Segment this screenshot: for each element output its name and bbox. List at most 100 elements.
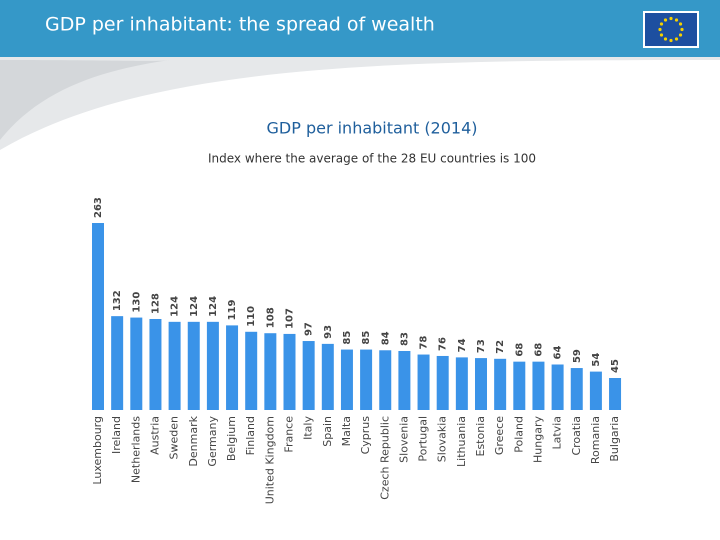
header-swoosh	[0, 57, 720, 150]
flag-star	[659, 22, 664, 26]
value-label: 83	[399, 332, 410, 346]
value-label: 263	[93, 197, 104, 218]
x-tick-label: Austria	[148, 416, 161, 455]
value-label: 119	[227, 299, 238, 320]
x-tick-label: United Kingdom	[263, 416, 276, 504]
value-label: 124	[189, 296, 200, 317]
value-label: 124	[208, 296, 219, 317]
value-label: 84	[380, 331, 391, 345]
value-label: 76	[438, 337, 449, 351]
bar	[92, 223, 104, 410]
x-tick-label: Hungary	[531, 416, 544, 463]
value-label: 54	[591, 353, 602, 367]
bar	[187, 321, 200, 410]
flag-star	[678, 33, 683, 37]
bar	[570, 368, 583, 410]
x-tick-label: Denmark	[187, 415, 200, 466]
slide-title: GDP per inhabitant: the spread of wealth	[45, 14, 435, 36]
x-tick-label: Croatia	[570, 416, 583, 456]
value-label: 59	[572, 349, 583, 363]
bar	[455, 357, 468, 410]
bar	[398, 350, 411, 410]
bar	[589, 371, 602, 410]
bar	[436, 355, 449, 410]
flag-star	[659, 33, 664, 37]
bar	[609, 378, 622, 410]
x-tick-label: Estonia	[474, 416, 487, 457]
x-tick-label: Lithuania	[455, 416, 468, 467]
x-tick-label: Luxembourg	[91, 416, 104, 485]
value-label: 73	[476, 339, 487, 353]
value-label: 74	[457, 338, 468, 352]
value-label: 72	[495, 340, 506, 354]
x-tick-label: Bulgaria	[608, 416, 621, 462]
flag-star	[680, 27, 684, 32]
bar	[340, 349, 353, 410]
value-label: 130	[131, 292, 142, 313]
bar	[475, 358, 487, 410]
x-tick-label: Slovakia	[436, 416, 449, 462]
value-label: 107	[285, 308, 296, 329]
x-tick-label: Poland	[512, 416, 525, 453]
x-tick-label: Portugal	[417, 416, 430, 462]
x-tick-label: Greece	[493, 416, 506, 455]
header-band	[0, 0, 720, 57]
x-tick-label: Netherlands	[129, 416, 142, 483]
x-tick-label: Belgium	[225, 416, 238, 461]
x-tick-label: Slovenia	[397, 416, 410, 463]
value-label: 124	[170, 296, 181, 317]
flag-star	[674, 37, 679, 41]
bar	[149, 318, 162, 410]
x-tick-label: France	[283, 416, 296, 453]
bar	[226, 325, 239, 410]
bar	[321, 343, 334, 410]
value-label: 68	[533, 343, 544, 357]
x-tick-label: Finland	[244, 416, 257, 455]
flag-star	[674, 18, 679, 22]
value-label: 132	[112, 290, 123, 311]
flag-star	[658, 27, 662, 32]
bar	[494, 358, 507, 410]
flag-star	[678, 22, 683, 26]
bar	[245, 331, 258, 410]
x-tick-label: Ireland	[110, 416, 123, 454]
value-label: 78	[419, 336, 430, 350]
value-label: 85	[342, 331, 353, 345]
eu-flag	[643, 11, 699, 48]
x-tick-label: Malta	[340, 416, 353, 446]
value-label: 68	[514, 343, 525, 357]
value-label: 128	[150, 293, 161, 314]
value-label: 64	[553, 346, 564, 360]
flag-star	[663, 18, 668, 22]
bar	[302, 341, 315, 410]
bar	[513, 361, 526, 410]
x-tick-label: Italy	[302, 416, 315, 440]
bar	[168, 321, 181, 410]
bar	[264, 333, 277, 410]
bar	[551, 364, 564, 410]
bar	[379, 350, 392, 410]
value-label: 85	[361, 331, 372, 345]
bar	[283, 333, 296, 410]
x-tick-label: Czech Republic	[378, 416, 391, 500]
bar	[417, 354, 430, 410]
flag-star	[669, 16, 673, 21]
flag-star	[669, 38, 673, 43]
bar	[130, 317, 143, 410]
bar	[111, 316, 124, 410]
bar	[206, 321, 219, 410]
chart-subtitle: Index where the average of the 28 EU cou…	[208, 152, 536, 166]
x-tick-label: Romania	[589, 416, 602, 464]
value-label: 110	[246, 306, 257, 327]
x-tick-label: Latvia	[551, 416, 564, 450]
header-swoosh-shade	[0, 60, 170, 140]
flag-star	[663, 37, 668, 41]
x-tick-label: Sweden	[168, 416, 181, 459]
x-tick-label: Cyprus	[359, 416, 372, 455]
bar	[360, 349, 373, 410]
bar	[532, 361, 545, 410]
x-tick-label: Germany	[206, 416, 219, 467]
x-tick-label: Spain	[321, 416, 334, 447]
value-label: 108	[265, 307, 276, 328]
